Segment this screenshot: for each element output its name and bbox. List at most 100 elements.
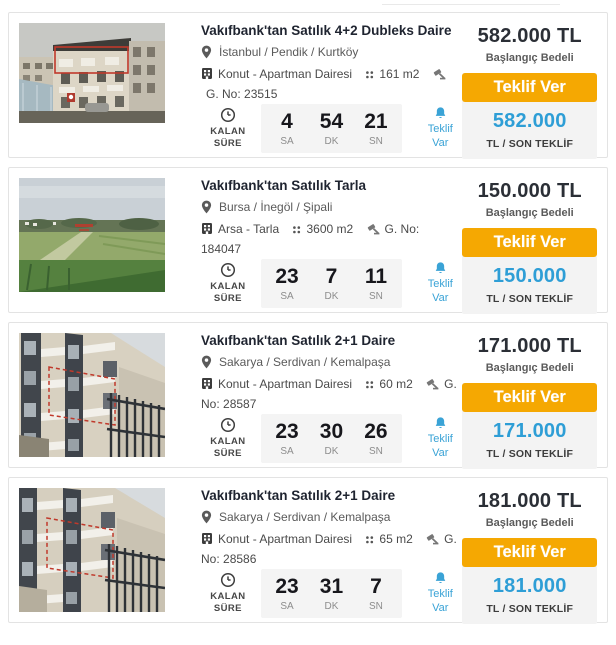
listing-no: 28587 — [223, 397, 257, 412]
start-price: 150.000 TL — [477, 180, 582, 202]
bid-panel: Teklif Ver 171.000 TL / SON TEKLİF — [462, 383, 597, 469]
start-price-label: Başlangıç Bedeli — [485, 517, 574, 529]
bid-alert[interactable]: Teklif Var — [418, 261, 462, 306]
bell-icon — [435, 107, 446, 119]
clock-icon — [220, 417, 235, 432]
listing-title[interactable]: Vakıfbank'tan Satılık 2+1 Daire — [201, 488, 396, 503]
listing-details: Konut - Apartman Dairesi 60 m2 G. No: 28… — [201, 375, 462, 414]
property-size: 3600 m2 — [306, 221, 354, 236]
listing-location: Sakarya / Serdivan / Kemalpaşa — [219, 509, 391, 524]
gavel-icon — [426, 377, 439, 396]
bid-alert[interactable]: Teklif Var — [418, 571, 462, 616]
bid-panel: Teklif Ver 150.000 TL / SON TEKLİF — [462, 228, 597, 314]
property-photo[interactable] — [19, 488, 165, 612]
listing-location: Bursa / İnegöl / Şipali — [219, 199, 333, 214]
listing-no-label: G. No: — [384, 221, 420, 236]
bid-button[interactable]: Teklif Ver — [462, 73, 597, 102]
property-photo[interactable] — [19, 23, 165, 147]
price-column: 582.000 TL Başlangıç Bedeli Teklif Ver 5… — [462, 23, 597, 159]
timer-minutes: 7 — [325, 265, 338, 289]
listing-no-label: G. No: — [206, 87, 241, 102]
start-price-label: Başlangıç Bedeli — [485, 52, 574, 64]
listing-results-page: Vakıfbank'tan Satılık 4+2 Dubleks Daire … — [8, 4, 608, 624]
timer-seconds: 26 — [364, 420, 388, 444]
listing-title[interactable]: Vakıfbank'tan Satılık 4+2 Dubleks Daire — [201, 23, 452, 38]
last-bid-amount: 171.000 — [492, 420, 567, 442]
last-bid-amount: 582.000 — [492, 110, 567, 132]
apartment-wide-photo — [19, 23, 165, 123]
listing-no-label: G. No: — [201, 376, 457, 412]
listing-info: Vakıfbank'tan Satılık 2+1 Daire Sakarya … — [201, 333, 462, 464]
last-bid-amount: 181.000 — [492, 575, 567, 597]
property-type: Konut - Apartman Dairesi — [218, 376, 353, 391]
bid-button[interactable]: Teklif Ver — [462, 383, 597, 412]
bell-icon — [435, 262, 446, 274]
last-bid-amount: 150.000 — [492, 265, 567, 287]
price-column: 150.000 TL Başlangıç Bedeli Teklif Ver 1… — [462, 178, 597, 314]
start-price-label: Başlangıç Bedeli — [485, 362, 574, 374]
map-pin-icon — [201, 45, 212, 59]
bell-icon — [435, 572, 446, 584]
countdown-timer: 23 SA 31 DK 7 SN — [260, 569, 403, 619]
property-size: 60 m2 — [379, 376, 413, 391]
countdown-row: KALAN SÜRE 4 SA 54 DK 21 SN Teklif Var — [201, 104, 462, 154]
clock-icon — [220, 572, 235, 587]
remaining-time-label: KALAN SÜRE — [201, 417, 255, 461]
property-photo[interactable] — [19, 333, 165, 457]
bid-alert[interactable]: Teklif Var — [418, 106, 462, 151]
listing-details: Arsa - Tarla 3600 m2 G. No: 184047 — [201, 220, 462, 259]
countdown-timer: 23 SA 7 DK 11 SN — [260, 259, 403, 309]
timer-seconds: 21 — [364, 110, 388, 134]
timer-seconds: 11 — [364, 265, 388, 289]
divider — [382, 4, 560, 5]
timer-hours: 23 — [275, 420, 299, 444]
property-size: 65 m2 — [379, 531, 413, 546]
last-bid-label: TL / SON TEKLİF — [486, 448, 574, 460]
start-price: 181.000 TL — [477, 490, 582, 512]
remaining-time-label: KALAN SÜRE — [201, 262, 255, 306]
bid-panel: Teklif Ver 181.000 TL / SON TEKLİF — [462, 538, 597, 624]
timer-seconds: 7 — [370, 575, 382, 599]
gavel-icon — [433, 67, 446, 86]
building-icon — [201, 67, 213, 86]
property-size: 161 m2 — [379, 66, 420, 81]
clock-icon — [220, 107, 235, 122]
listing-no: 23515 — [244, 87, 278, 102]
gavel-icon — [367, 222, 380, 241]
apartment-closeup-photo — [19, 333, 165, 457]
gavel-icon — [426, 532, 439, 551]
bid-button[interactable]: Teklif Ver — [462, 538, 597, 567]
bid-panel: Teklif Ver 582.000 TL / SON TEKLİF — [462, 73, 597, 159]
map-pin-icon — [201, 200, 212, 214]
price-column: 181.000 TL Başlangıç Bedeli Teklif Ver 1… — [462, 488, 597, 624]
listing-card: Vakıfbank'tan Satılık 4+2 Dubleks Daire … — [8, 12, 608, 159]
start-price-label: Başlangıç Bedeli — [485, 207, 574, 219]
last-bid-label: TL / SON TEKLİF — [486, 293, 574, 305]
property-type: Arsa - Tarla — [218, 221, 280, 236]
property-photo[interactable] — [19, 178, 165, 302]
timer-hours: 23 — [275, 265, 299, 289]
listing-info: Vakıfbank'tan Satılık Tarla Bursa / İneg… — [201, 178, 462, 309]
area-icon — [365, 67, 374, 86]
building-icon — [201, 222, 213, 241]
building-icon — [201, 532, 213, 551]
listing-info: Vakıfbank'tan Satılık 2+1 Daire Sakarya … — [201, 488, 462, 619]
countdown-timer: 23 SA 30 DK 26 SN — [260, 414, 403, 464]
bid-button[interactable]: Teklif Ver — [462, 228, 597, 257]
listing-title[interactable]: Vakıfbank'tan Satılık Tarla — [201, 178, 367, 193]
listing-card: Vakıfbank'tan Satılık 2+1 Daire Sakarya … — [8, 322, 608, 469]
building-icon — [201, 377, 213, 396]
start-price: 171.000 TL — [477, 335, 582, 357]
clock-icon — [220, 262, 235, 277]
listing-no: 184047 — [201, 242, 242, 257]
start-price: 582.000 TL — [477, 25, 582, 47]
listing-title[interactable]: Vakıfbank'tan Satılık 2+1 Daire — [201, 333, 396, 348]
field-photo — [19, 178, 165, 292]
countdown-row: KALAN SÜRE 23 SA 7 DK 11 SN Teklif Var — [201, 259, 462, 309]
listing-details: Konut - Apartman Dairesi 65 m2 G. No: 28… — [201, 530, 462, 569]
area-icon — [365, 532, 374, 551]
apartment-closeup-photo — [19, 488, 165, 612]
area-icon — [292, 222, 301, 241]
listing-location: İstanbul / Pendik / Kurtköy — [219, 44, 359, 59]
bid-alert[interactable]: Teklif Var — [418, 416, 462, 461]
